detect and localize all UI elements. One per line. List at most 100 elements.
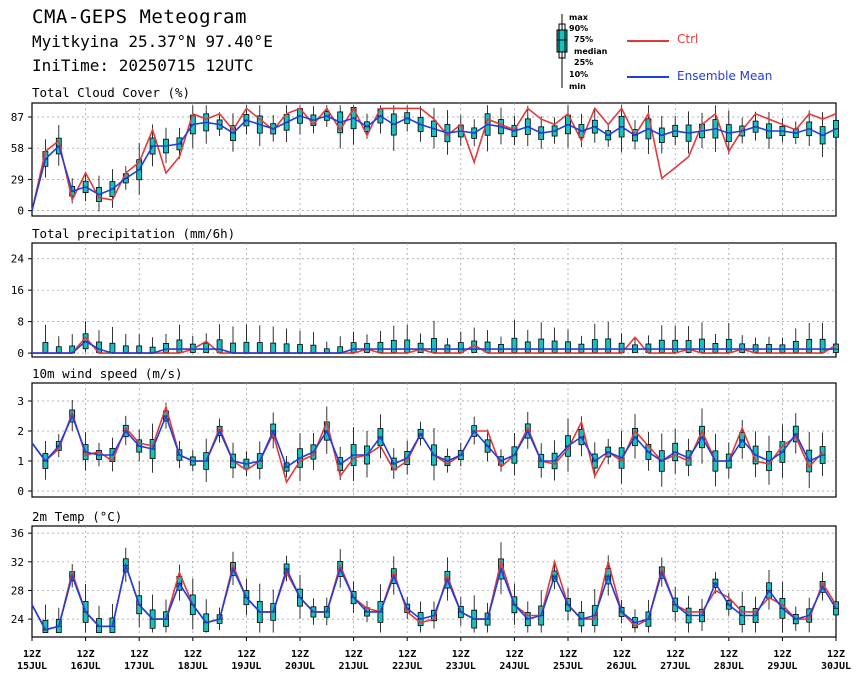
- precipitation-box: [230, 342, 236, 353]
- x-date-label: 24JUL: [499, 661, 529, 672]
- x-hour-label: 12Z: [559, 649, 577, 660]
- temperature-ytick-label: 24: [11, 613, 25, 626]
- x-hour-label: 12Z: [666, 649, 684, 660]
- precipitation-plot-frame: [31, 242, 837, 358]
- cloud-cover-mean-line: [31, 114, 837, 211]
- precipitation-box: [699, 338, 705, 353]
- x-hour-label: 12Z: [452, 649, 470, 660]
- legend-p25-label: 25%: [574, 58, 594, 67]
- precipitation-box: [337, 346, 344, 353]
- boxplot-legend-icon: [556, 14, 568, 88]
- x-hour-label: 12Z: [130, 649, 148, 660]
- temperature-plot-frame: [31, 525, 837, 638]
- wind-speed-mean-line: [31, 413, 823, 469]
- temperature-ytick-label: 28: [11, 584, 24, 597]
- precipitation-ytick-label: 0: [17, 347, 24, 360]
- precipitation-ctrl-line: [32, 336, 837, 354]
- precipitation-box: [712, 343, 719, 353]
- precipitation-box: [136, 345, 143, 353]
- precipitation-box: [725, 338, 732, 353]
- x-date-label: 27JUL: [660, 661, 690, 672]
- temperature-mean-line: [31, 562, 837, 631]
- x-hour-label: 12Z: [184, 649, 202, 660]
- legend-median-label: median: [574, 47, 608, 56]
- precipitation-box: [122, 345, 129, 353]
- x-date-label: 15JUL: [17, 661, 47, 672]
- precipitation-box: [658, 339, 665, 353]
- precipitation-box: [806, 338, 813, 353]
- precipitation-box: [109, 342, 116, 353]
- legend-p75-label: 75%: [574, 35, 594, 44]
- precipitation-ytick-label: 16: [11, 284, 24, 297]
- x-date-label: 23JUL: [446, 661, 476, 672]
- cloud-cover-ytick-label: 29: [11, 173, 24, 186]
- precipitation-box: [538, 338, 545, 353]
- cloud-cover-ytick-label: 87: [11, 111, 24, 124]
- precipitation-box: [739, 343, 746, 353]
- cloud-cover-ctrl-line: [31, 106, 837, 211]
- temperature-ytick-label: 32: [11, 556, 24, 569]
- precipitation-box: [390, 339, 397, 353]
- wind-speed-ytick-label: 1: [17, 455, 24, 468]
- precipitation-box: [685, 340, 692, 353]
- x-date-label: 20JUL: [285, 661, 315, 672]
- x-date-label: 18JUL: [178, 661, 208, 672]
- chart-title: CMA-GEPS Meteogram: [32, 6, 247, 28]
- legend-max-label: max: [569, 13, 588, 22]
- legend-p10-label: 10%: [569, 70, 589, 79]
- x-date-label: 22JUL: [392, 661, 422, 672]
- x-hour-label: 12Z: [505, 649, 523, 660]
- legend-mean-label: Ensemble Mean: [677, 69, 773, 83]
- cloud-cover-ytick-label: 0: [17, 205, 24, 218]
- legend-ctrl-line: [627, 40, 669, 42]
- temperature-panel-title: 2m Temp (°C): [32, 509, 122, 524]
- precipitation-box: [591, 339, 598, 353]
- legend-ctrl-label: Ctrl: [677, 32, 699, 46]
- wind-speed-plot-frame: [31, 382, 837, 498]
- x-date-label: 16JUL: [71, 661, 101, 672]
- precipitation-box: [792, 340, 799, 353]
- precipitation-box: [457, 342, 464, 353]
- precipitation-box: [350, 342, 357, 353]
- precipitation-box: [511, 337, 518, 353]
- x-hour-label: 12Z: [237, 649, 255, 660]
- cloud-cover-panel-title: Total Cloud Cover (%): [32, 85, 190, 100]
- precipitation-box: [404, 339, 411, 353]
- legend-mean-line: [627, 76, 669, 78]
- precipitation-box: [256, 342, 263, 353]
- precipitation-box: [323, 348, 330, 353]
- precipitation-box: [283, 343, 290, 353]
- wind-speed-ytick-label: 0: [17, 485, 24, 498]
- x-hour-label: 12Z: [773, 649, 791, 660]
- legend: max 90% 75% median 25% 10% min Ctrl Ense…: [545, 6, 845, 96]
- x-hour-label: 12Z: [398, 649, 416, 660]
- x-date-label: 26JUL: [607, 661, 637, 672]
- x-date-label: 28JUL: [714, 661, 744, 672]
- temperature-ytick-label: 36: [11, 527, 24, 540]
- precipitation-box: [176, 339, 183, 353]
- init-time: IniTime: 20250715 12UTC: [32, 56, 254, 75]
- x-date-label: 19JUL: [231, 661, 261, 672]
- precipitation-box: [819, 338, 826, 353]
- precipitation-box: [203, 342, 210, 353]
- x-date-label: 30JUL: [821, 661, 851, 672]
- precipitation-box: [417, 342, 424, 353]
- x-date-label: 17JUL: [124, 661, 154, 672]
- x-hour-label: 12Z: [345, 649, 363, 660]
- x-date-label: 29JUL: [767, 661, 797, 672]
- precipitation-box: [377, 341, 384, 353]
- x-hour-label: 12Z: [291, 649, 309, 660]
- precipitation-box: [551, 340, 558, 353]
- precipitation-box: [55, 346, 62, 353]
- precipitation-box: [310, 344, 317, 353]
- x-hour-label: 12Z: [720, 649, 738, 660]
- precipitation-box: [484, 341, 491, 353]
- cloud-cover-ytick-label: 58: [11, 142, 24, 155]
- precipitation-box: [243, 341, 250, 353]
- precipitation-box: [297, 344, 303, 353]
- precipitation-ytick-label: 24: [11, 253, 25, 266]
- precipitation-box: [605, 338, 612, 353]
- precipitation-box: [672, 339, 679, 353]
- x-hour-label: 12Z: [613, 649, 631, 660]
